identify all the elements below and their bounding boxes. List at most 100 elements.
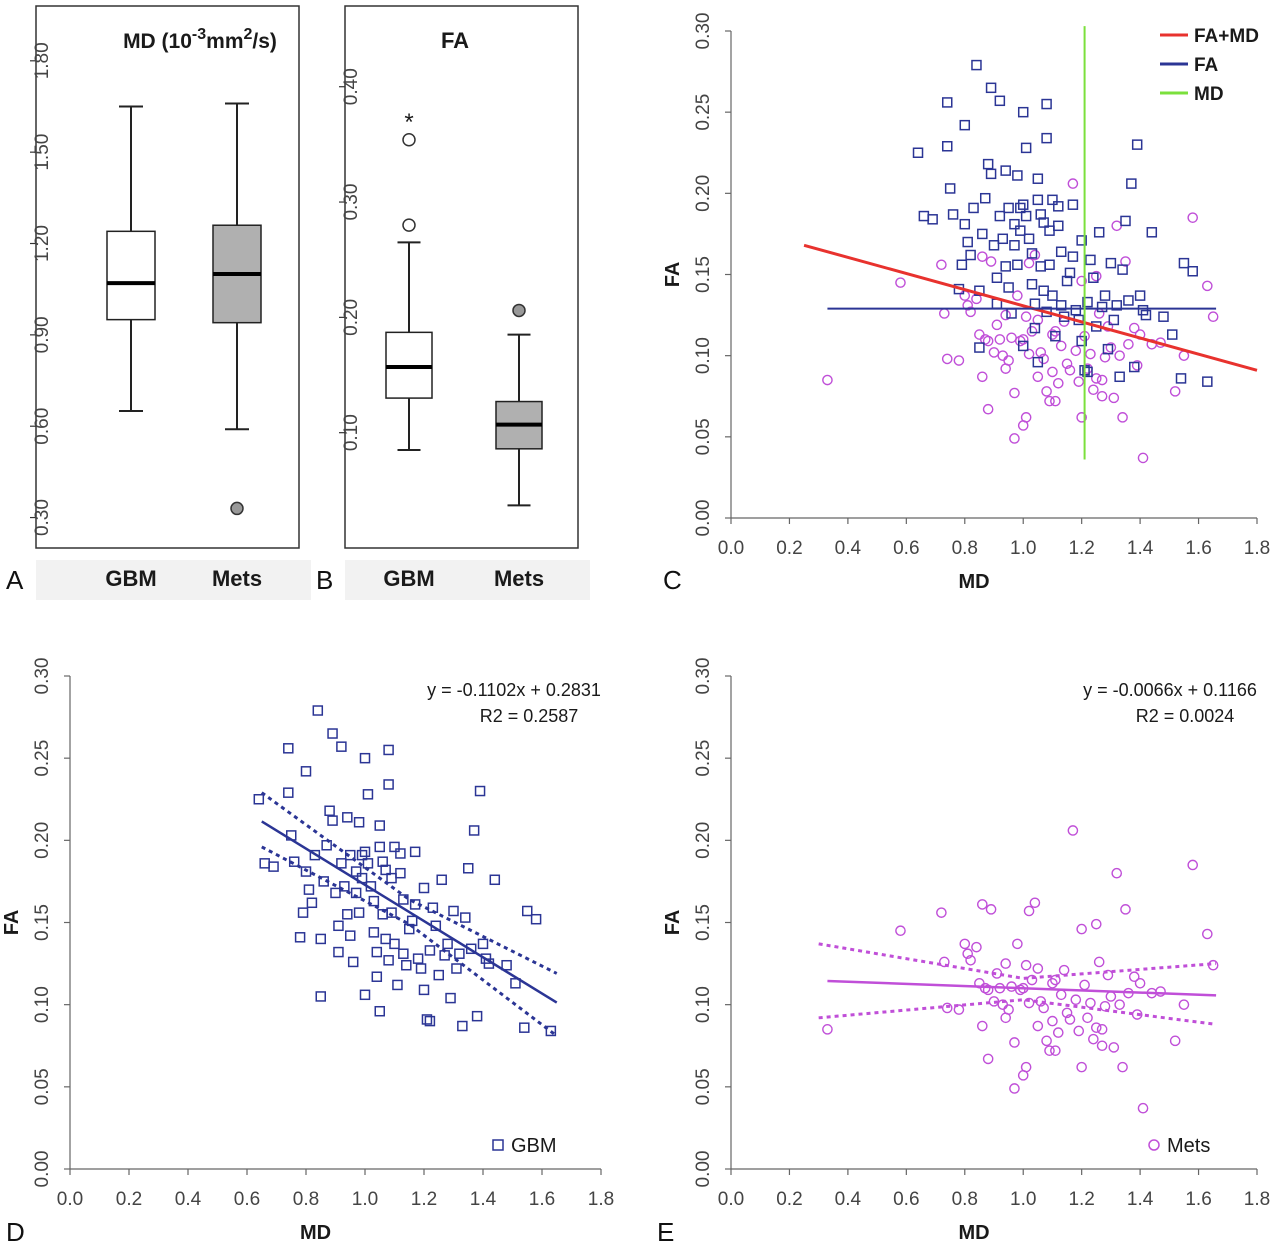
data-point-gbm: [1055, 246, 1067, 258]
data-point-gbm: [997, 233, 1009, 245]
data-point-mets: [1096, 374, 1108, 386]
data-point-mets: [1187, 859, 1199, 871]
data-point-gbm: [1167, 329, 1178, 340]
box-iqr: [106, 230, 156, 321]
data-point-gbm: [971, 59, 982, 71]
category-label: Mets: [494, 566, 544, 591]
x-tick-label: 0.6: [234, 1189, 260, 1210]
data-point-mets: [962, 948, 974, 960]
data-point-mets: [1061, 358, 1073, 370]
data-point-mets: [1090, 918, 1102, 930]
data-point-gbm: [362, 789, 374, 800]
data-point-gbm: [424, 1015, 436, 1027]
plot-title: FA: [441, 28, 469, 53]
y-tick-label: 0.20: [341, 299, 362, 336]
x-tick-label: 1.2: [1068, 1189, 1094, 1210]
data-point-gbm: [968, 202, 979, 214]
data-point-mets: [1012, 290, 1023, 301]
data-point-gbm: [994, 95, 1006, 107]
y-tick-label: 0.30: [341, 184, 362, 221]
data-point-gbm: [300, 866, 312, 877]
data-point-mets: [1055, 340, 1067, 352]
data-point-mets: [988, 347, 1000, 358]
data-point-gbm: [974, 285, 985, 296]
legend-label: FA+MD: [1194, 26, 1259, 47]
data-point-mets: [1070, 345, 1082, 357]
data-point-gbm: [1026, 248, 1038, 259]
data-point-gbm: [424, 945, 436, 956]
data-point-gbm: [330, 887, 341, 899]
data-point-mets: [1114, 999, 1125, 1010]
data-point-gbm: [1047, 290, 1058, 301]
data-point-gbm: [303, 884, 315, 895]
data-point-gbm: [1041, 98, 1052, 110]
data-point-mets: [1090, 270, 1102, 282]
x-tick-label: 1.0: [352, 1189, 378, 1210]
x-tick-label: 0.2: [776, 1189, 802, 1210]
data-point-mets: [941, 1002, 953, 1014]
data-point-mets: [1105, 991, 1117, 1002]
data-point-gbm: [333, 946, 344, 958]
x-tick-label: 1.6: [1185, 538, 1211, 559]
data-point-gbm: [445, 992, 456, 1004]
data-point-gbm: [1082, 296, 1093, 308]
confidence-upper: [818, 942, 1217, 980]
legend-label: FA: [1194, 55, 1219, 76]
data-point-gbm: [321, 840, 332, 851]
data-point-gbm: [380, 864, 391, 876]
data-point-mets: [1067, 178, 1079, 189]
data-point-mets: [1120, 904, 1131, 915]
title-part: /s): [252, 30, 277, 53]
data-point-mets: [1093, 956, 1105, 968]
confidence-upper: [260, 791, 558, 975]
data-point-mets: [1096, 1024, 1108, 1035]
data-point-gbm: [1067, 199, 1079, 210]
data-point-gbm: [436, 874, 447, 886]
data-point-gbm: [1017, 106, 1029, 118]
data-point-gbm: [988, 240, 1000, 251]
data-point-gbm: [350, 866, 362, 877]
data-point-mets: [1052, 1027, 1064, 1038]
data-point-mets: [1061, 1007, 1073, 1019]
title-part: MD (10: [123, 30, 192, 53]
data-point-mets: [1047, 978, 1058, 989]
data-point-gbm: [1044, 259, 1055, 271]
data-point-mets: [1079, 979, 1090, 991]
data-point-gbm: [1026, 278, 1038, 290]
data-point-gbm: [353, 907, 365, 918]
y-tick-label: 0.00: [693, 1151, 714, 1188]
data-point-mets: [1003, 355, 1014, 366]
data-point-mets: [1102, 969, 1114, 981]
y-axis-label: FA: [662, 262, 684, 288]
data-point-mets: [1096, 1040, 1108, 1052]
x-tick-label: 0.4: [175, 1189, 202, 1210]
data-point-gbm: [956, 259, 968, 271]
data-point-mets: [1050, 1045, 1061, 1056]
y-tick-label: 0.25: [32, 740, 53, 777]
data-point-gbm: [1082, 366, 1093, 378]
data-point-gbm: [401, 959, 412, 971]
y-axis-label: FA: [1, 910, 23, 936]
y-tick-label: 0.10: [693, 337, 714, 374]
data-point-gbm: [380, 933, 391, 945]
data-point-mets: [1114, 350, 1125, 361]
x-tick-label: 1.6: [529, 1189, 555, 1210]
category-label: Mets: [212, 566, 262, 591]
y-tick-label: 0.60: [32, 408, 53, 445]
data-point-gbm: [991, 272, 1003, 283]
y-tick-label: 1.80: [32, 42, 53, 79]
x-tick-label: 0.8: [293, 1189, 319, 1210]
legend-label: MD: [1194, 84, 1224, 105]
data-point-gbm: [404, 923, 415, 935]
data-point-mets: [1128, 971, 1140, 983]
data-point-gbm: [377, 856, 388, 867]
data-point-mets: [1032, 314, 1044, 326]
data-point-gbm: [368, 895, 380, 907]
data-point-gbm: [1053, 220, 1064, 232]
x-tick-label: 1.6: [1185, 1189, 1211, 1210]
outlier-point: [230, 501, 244, 516]
data-point-mets: [1032, 1020, 1044, 1032]
data-point-mets: [1108, 392, 1120, 404]
data-point-mets: [1023, 905, 1035, 917]
data-point-gbm: [985, 168, 997, 180]
